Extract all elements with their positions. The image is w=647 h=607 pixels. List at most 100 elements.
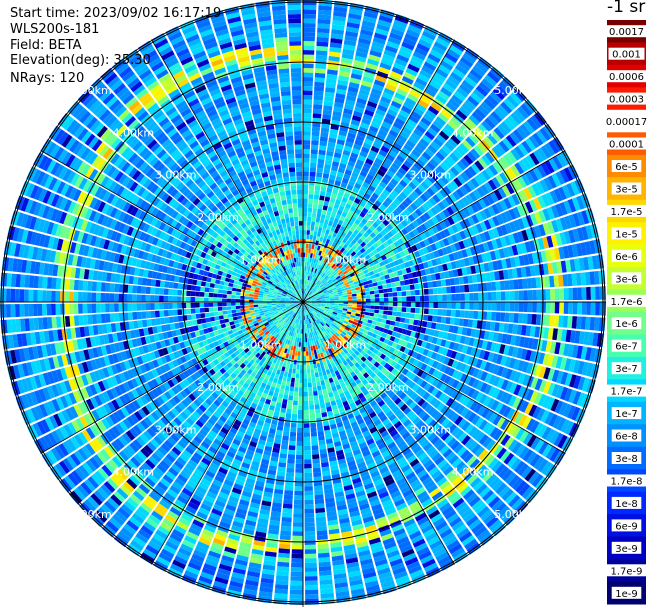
- range-gate: [513, 219, 521, 231]
- range-gate: [417, 99, 429, 109]
- range-gate: [330, 226, 336, 232]
- range-gate: [315, 269, 320, 274]
- range-gate: [589, 271, 595, 285]
- range-gate: [342, 249, 348, 255]
- range-gate: [371, 192, 379, 200]
- range-gate: [303, 45, 315, 51]
- range-gate: [589, 347, 597, 362]
- range-gate: [370, 145, 380, 154]
- range-gate: [543, 327, 550, 339]
- range-gate: [407, 272, 413, 279]
- range-gate: [303, 68, 314, 73]
- range-gate: [517, 279, 524, 290]
- range-gate: [354, 283, 360, 288]
- range-gate: [291, 558, 303, 563]
- range-gate: [568, 302, 573, 315]
- range-gate: [388, 306, 393, 311]
- range-gate: [352, 259, 358, 265]
- range-gate: [441, 198, 450, 208]
- range-gate: [503, 98, 516, 111]
- range-gate: [439, 272, 446, 280]
- range-gate: [291, 373, 296, 379]
- range-gate: [464, 310, 470, 319]
- range-gate: [309, 257, 312, 263]
- range-gate: [333, 290, 338, 294]
- range-gate: [313, 472, 322, 478]
- range-gate: [332, 258, 337, 264]
- range-gate: [357, 93, 369, 101]
- range-gate: [313, 230, 318, 236]
- range-gate: [318, 222, 324, 228]
- range-gate: [332, 161, 340, 167]
- range-gate: [281, 380, 287, 386]
- range-gate: [314, 485, 323, 491]
- range-gate: [388, 166, 398, 174]
- range-gate: [400, 285, 406, 291]
- range-gate: [329, 307, 334, 310]
- range-gate: [372, 317, 378, 322]
- range-gate: [510, 148, 521, 161]
- range-gate: [387, 287, 393, 293]
- range-gate: [387, 36, 402, 45]
- range-gate: [332, 15, 346, 22]
- range-gate: [312, 267, 316, 273]
- range-gate: [427, 227, 435, 236]
- range-gate: [307, 284, 310, 290]
- range-gate: [316, 525, 327, 532]
- range-gate: [317, 260, 321, 265]
- range-gate: [330, 212, 337, 218]
- range-gate: [347, 86, 359, 93]
- range-gate: [431, 225, 439, 234]
- range-gate: [303, 378, 308, 383]
- range-gate: [314, 498, 325, 505]
- range-gate: [419, 289, 425, 295]
- range-gate: [442, 56, 456, 67]
- range-gate: [483, 262, 490, 272]
- range-gate: [590, 302, 596, 316]
- range-gate: [404, 172, 414, 181]
- range-gate: [431, 45, 446, 56]
- range-gate: [458, 209, 467, 220]
- range-gate: [505, 258, 512, 269]
- range-gate: [407, 214, 416, 222]
- range-gate: [361, 80, 373, 88]
- range-gate: [305, 598, 319, 604]
- range-gate: [355, 135, 365, 142]
- range-gate: [527, 302, 533, 313]
- range-gate: [367, 267, 373, 273]
- range-gate: [325, 284, 331, 289]
- range-gate: [339, 235, 345, 242]
- range-gate: [292, 522, 303, 527]
- range-gate: [312, 359, 317, 365]
- range-gate: [312, 108, 322, 114]
- range-gate: [336, 239, 342, 246]
- range-gate: [357, 42, 370, 50]
- range-gate: [355, 256, 361, 262]
- range-gate: [294, 490, 303, 496]
- range-gate: [537, 147, 548, 161]
- range-gate: [339, 66, 351, 73]
- range-gate: [295, 468, 303, 473]
- range-gate: [383, 306, 389, 311]
- range-gate: [482, 311, 488, 320]
- range-gate: [327, 206, 333, 212]
- range-gate: [309, 281, 312, 286]
- range-gate: [410, 307, 416, 313]
- range-gate: [393, 240, 400, 248]
- range-gate: [491, 239, 499, 250]
- range-gate: [436, 280, 442, 287]
- range-gate: [356, 215, 364, 222]
- range-gate: [311, 221, 316, 227]
- range-gate: [497, 104, 509, 117]
- range-gate: [450, 243, 457, 253]
- range-gate: [315, 503, 325, 509]
- range-gate: [342, 277, 347, 282]
- range-gate: [527, 290, 533, 301]
- range-gate: [455, 222, 463, 232]
- range-gate: [372, 282, 378, 287]
- range-gate: [317, 430, 325, 437]
- range-gate: [320, 304, 326, 307]
- range-gate: [501, 333, 508, 344]
- range-gate: [418, 205, 427, 214]
- range-gate: [542, 208, 551, 221]
